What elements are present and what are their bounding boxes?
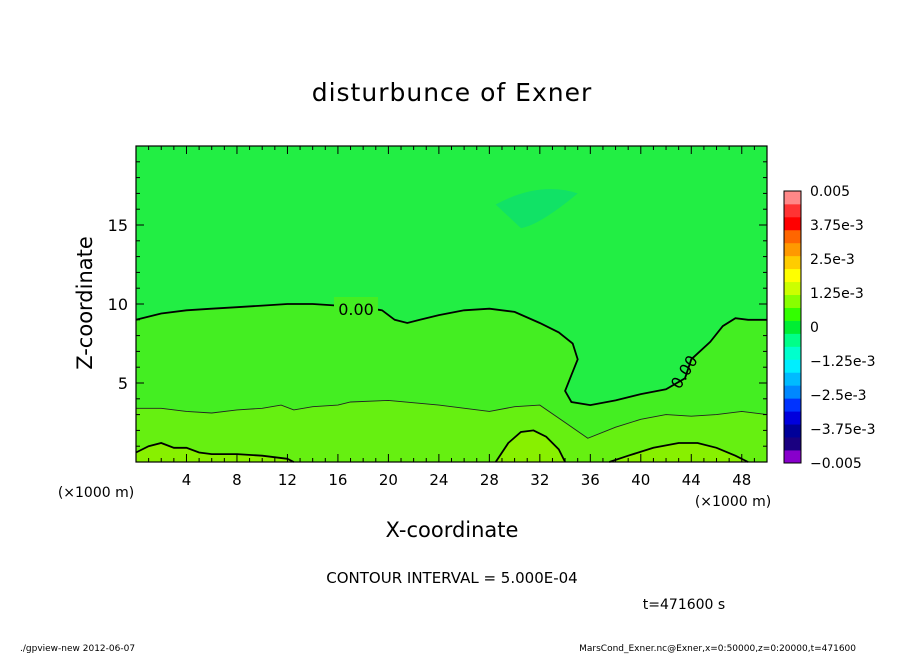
colorbar-cell [784,398,801,412]
chart-title: disturbunce of Exner [312,78,593,107]
x-tick-label: 20 [379,471,398,489]
y-tick-label: 10 [108,295,128,314]
time-text: t=471600 s [643,597,725,613]
thin-contour-line [136,399,768,439]
colorbar-label: −0.005 [810,456,862,472]
footer-left: ./gpview-new 2012-06-07 [20,644,135,654]
x-tick-label: 16 [328,471,347,489]
x-tick-label: 8 [232,471,242,489]
field-lower-region [136,400,767,462]
colorbar-label: 1.25e-3 [810,286,864,302]
y-axis-ticks: 5 10 15 [108,145,767,463]
x-unit-left: (×1000 m) [58,485,134,501]
x-tick-label: 12 [278,471,297,489]
x-tick-label: 24 [429,471,448,489]
x-axis-ticks: 4 8 12 16 20 24 28 32 36 40 44 48 [135,146,768,489]
colorbar-cell [784,229,801,244]
x-tick-label: 36 [581,471,600,489]
colorbar-cells [784,191,801,464]
x-tick-label: 44 [682,471,701,489]
x-tick-label: 32 [530,471,549,489]
colorbar-cell [784,242,801,257]
contour-label-1: 0.00 [334,297,378,319]
colorbar-frame [783,190,802,464]
colorbar-cell [784,281,801,296]
colorbar-label: −3.75e-3 [810,422,875,438]
x-axis-label: X-coordinate [386,518,519,542]
x-tick-label: 40 [631,471,650,489]
footer-right: MarsCond_Exner.nc@Exner,x=0:50000,z=0:20… [579,644,856,654]
colorbar-cell [784,203,801,218]
bottom-contour-mid [494,429,566,463]
x-unit-right: (×1000 m) [695,494,771,510]
bottom-contour-right [609,442,749,463]
colorbar-cell [784,255,801,270]
colorbar-cell [784,333,801,347]
colorbar-label: 0.005 [810,184,850,200]
colorbar-label: −1.25e-3 [810,354,875,370]
field-patch-upper [495,189,578,229]
x-tick-label: 4 [182,471,192,489]
colorbar-cell [784,450,801,464]
colorbar-label: −2.5e-3 [810,388,867,404]
field-bottom-left-region [136,443,294,462]
colorbar-cell [784,385,801,399]
colorbar-cell [784,411,801,425]
y-axis-label: Z-coordinate [73,236,97,370]
colorbar-cell [784,294,801,308]
colorbar-cell [784,191,801,205]
contour-label-1-text: 0.00 [338,300,374,319]
colorbar-cell [784,437,801,451]
colorbar-labels: 0.005 3.75e-3 2.5e-3 1.25e-3 0 −1.25e-3 −2.5e-… [810,184,875,472]
colorbar-label: 0 [810,320,819,336]
colorbar-label: 3.75e-3 [810,218,864,234]
bottom-contour-left [135,442,295,463]
colorbar-cell [784,359,801,373]
colorbar: 0.005 3.75e-3 2.5e-3 1.25e-3 0 −1.25e-3 −2.5e-… [783,184,875,472]
colorbar-cell [784,372,801,386]
colorbar-cell [784,307,801,321]
x-tick-label: 48 [732,471,751,489]
x-tick-label: 28 [480,471,499,489]
colorbar-cell [784,320,801,334]
zero-contour-line [135,303,767,407]
colorbar-cell [784,268,801,283]
colorbar-cell [784,346,801,360]
contour-interval-text: CONTOUR INTERVAL = 5.000E-04 [326,569,577,587]
colorbar-cell [784,424,801,438]
y-tick-label: 5 [118,374,128,393]
colorbar-label: 2.5e-3 [810,252,855,268]
colorbar-cell [784,216,801,231]
y-tick-label: 15 [108,216,128,235]
